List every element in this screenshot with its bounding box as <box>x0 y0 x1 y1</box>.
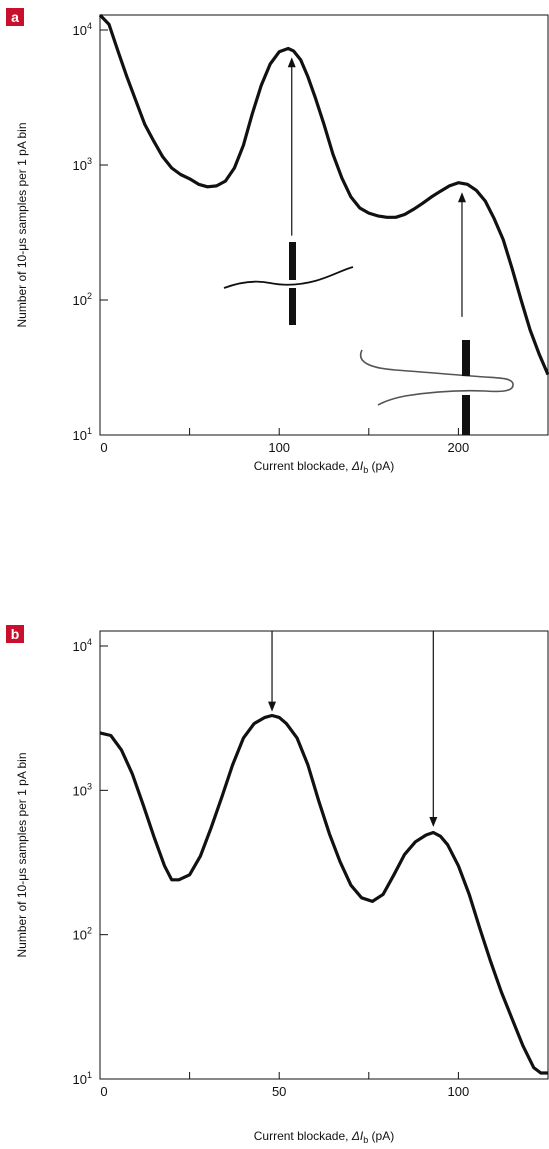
panel-a-letter: a <box>11 9 19 25</box>
panel-a-y-axis: 104 103 102 101 <box>73 21 108 443</box>
panel-a-x-axis-label: Current blockade, ΔIb (pA) <box>254 459 394 475</box>
panel-a-plot-frame <box>99 14 549 436</box>
panel-a-series-line <box>98 13 549 376</box>
panel-a-badge <box>6 8 24 26</box>
y-tick-label: 101 <box>73 1070 92 1087</box>
x-tick-label: 0 <box>100 440 107 455</box>
y-tick-label: 103 <box>73 156 92 173</box>
panel-a-x-axis: 0 100 200 <box>99 428 549 455</box>
y-tick-label: 104 <box>73 21 92 38</box>
panel-b-letter: b <box>11 626 20 642</box>
y-tick-label: 102 <box>73 291 92 308</box>
y-tick-label: 103 <box>73 781 92 798</box>
panel-b: b 104 103 102 101 0 50 100 Current blockade, … <box>6 625 549 1145</box>
panel-b-x-axis-label: Current blockade, ΔIb (pA) <box>254 1129 394 1145</box>
y-tick-label: 104 <box>73 637 92 654</box>
x-tick-label: 200 <box>448 440 470 455</box>
x-tick-label: 0 <box>100 1084 107 1099</box>
peak-arrow-head <box>457 192 466 203</box>
panel-b-arrows <box>268 631 438 827</box>
panel-b-x-axis: 0 50 100 <box>99 1072 549 1099</box>
y-tick-label: 101 <box>73 426 92 443</box>
y-tick-label: 102 <box>73 926 92 943</box>
peak-arrow-head <box>429 816 438 827</box>
x-tick-label: 50 <box>272 1084 286 1099</box>
peak-arrow-head <box>287 57 296 68</box>
x-tick-label: 100 <box>448 1084 470 1099</box>
panel-b-y-axis: 104 103 102 101 <box>73 637 108 1087</box>
single-strand-dna-illustration <box>223 242 354 325</box>
panel-b-badge <box>6 625 24 643</box>
panel-b-y-axis-label: Number of 10-μs samples per 1 pA bin <box>15 752 29 957</box>
x-tick-label: 100 <box>268 440 290 455</box>
panel-b-plot-frame <box>99 630 549 1080</box>
panel-a-y-axis-label: Number of 10-μs samples per 1 pA bin <box>15 122 29 327</box>
panel-a-arrows <box>287 57 466 317</box>
folded-dna-illustration <box>359 340 514 435</box>
panel-a: a 104 103 102 101 0 100 200 Current blockade,… <box>6 8 549 475</box>
peak-arrow-head <box>268 701 277 712</box>
panel-b-series-line <box>99 713 548 1075</box>
